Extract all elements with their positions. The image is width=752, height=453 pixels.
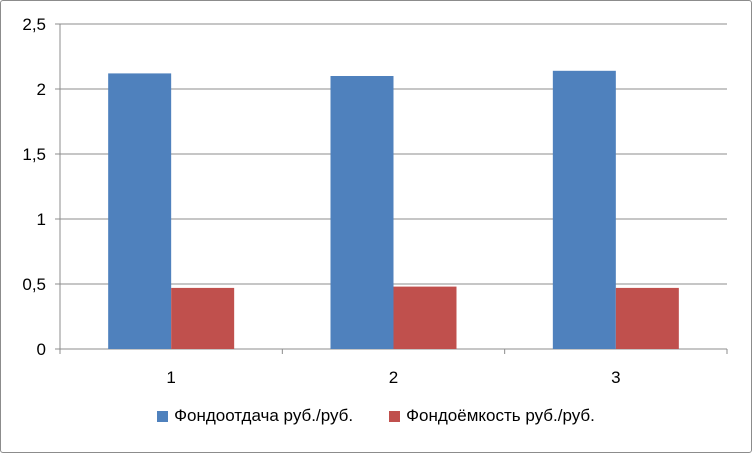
legend-swatch-series-1 bbox=[157, 410, 169, 422]
x-tick-label: 2 bbox=[389, 368, 398, 387]
bar-series-2-cat-1 bbox=[171, 287, 235, 349]
legend: Фондоотдача руб./руб. Фондоёмкость руб./… bbox=[0, 406, 752, 426]
bar-series-1-cat-2 bbox=[330, 76, 394, 349]
bar-chart: 0 0,5 1 1,5 2 2,5 1 2 3 bbox=[22, 15, 728, 387]
y-tick-label: 0,5 bbox=[22, 275, 46, 294]
y-tick-label: 0 bbox=[37, 340, 46, 359]
legend-item-series-1: Фондоотдача руб./руб. bbox=[157, 406, 353, 426]
legend-item-series-2: Фондоёмкость руб./руб. bbox=[389, 406, 595, 426]
y-tick-label: 2 bbox=[37, 80, 46, 99]
bar-series-2-cat-3 bbox=[615, 287, 679, 349]
x-tick-label: 3 bbox=[611, 368, 620, 387]
legend-swatch-series-2 bbox=[389, 410, 401, 422]
legend-label-series-2: Фондоёмкость руб./руб. bbox=[406, 406, 595, 425]
bar-series-1-cat-3 bbox=[552, 70, 616, 350]
y-tick-label: 1,5 bbox=[22, 145, 46, 164]
y-tick-label: 2,5 bbox=[22, 15, 46, 34]
legend-label-series-1: Фондоотдача руб./руб. bbox=[174, 406, 354, 425]
y-tick-label: 1 bbox=[37, 210, 46, 229]
x-tick-label: 1 bbox=[166, 368, 175, 387]
bar-series-1-cat-1 bbox=[108, 73, 172, 350]
bar-series-2-cat-2 bbox=[393, 286, 457, 349]
